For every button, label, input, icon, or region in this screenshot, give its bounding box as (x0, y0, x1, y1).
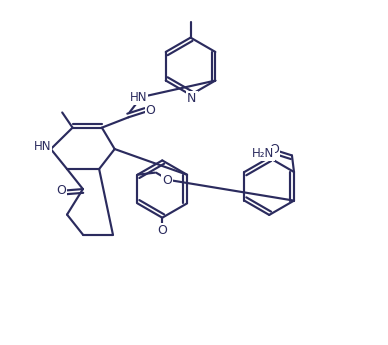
Text: O: O (269, 143, 279, 156)
Text: O: O (162, 174, 172, 187)
Text: O: O (146, 104, 156, 117)
Text: N: N (187, 92, 197, 105)
Text: O: O (56, 184, 66, 197)
Text: HN: HN (130, 91, 147, 104)
Text: O: O (157, 224, 167, 237)
Text: H₂N: H₂N (252, 147, 274, 160)
Text: HN: HN (34, 140, 51, 154)
